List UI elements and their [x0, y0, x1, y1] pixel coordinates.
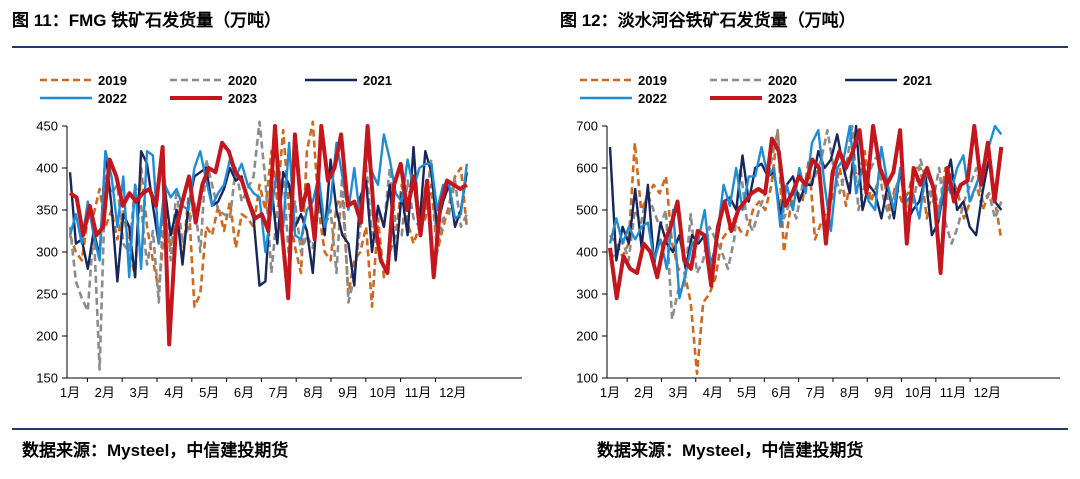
fmg-x-tick-label: 3月	[129, 385, 149, 400]
fmg-legend-label-2021: 2021	[363, 73, 392, 88]
vale-x-tick-label: 2月	[634, 385, 654, 400]
right-source-note: 数据来源：Mysteel，中信建投期货	[597, 441, 864, 460]
top-rule	[12, 46, 1068, 48]
fmg-y-tick-label: 300	[36, 245, 58, 260]
left-figure-title: 图 11：FMG 铁矿石发货量（万吨）	[12, 11, 282, 30]
fmg-x-tick-label: 8月	[303, 385, 323, 400]
vale-x-tick-label: 9月	[874, 385, 894, 400]
vale-legend-label-2020: 2020	[768, 73, 797, 88]
fmg-x-tick-label: 11月	[405, 385, 432, 400]
vale-y-tick-label: 600	[576, 161, 598, 176]
fmg-legend-label-2023: 2023	[228, 91, 257, 106]
fmg-x-tick-label: 7月	[269, 385, 289, 400]
fmg-y-tick-label: 450	[36, 119, 58, 134]
vale-y-tick-label: 200	[576, 329, 598, 344]
vale-x-tick-label: 11月	[940, 385, 967, 400]
vale-y-tick-label: 100	[576, 371, 598, 386]
vale-x-tick-label: 7月	[806, 385, 826, 400]
vale-y-tick-label: 300	[576, 287, 598, 302]
fmg-x-tick-label: 10月	[369, 385, 396, 400]
vale-legend-label-2022: 2022	[638, 91, 667, 106]
vale-series-2023	[608, 124, 1004, 301]
vale-x-tick-label: 3月	[668, 385, 688, 400]
vale-x-tick-label: 12月	[974, 385, 1001, 400]
vale-y-tick-label: 400	[576, 245, 598, 260]
vale-x-tick-label: 5月	[737, 385, 757, 400]
fmg-y-tick-label: 350	[36, 203, 58, 218]
fmg-y-tick-label: 200	[36, 329, 58, 344]
fmg-x-tick-label: 1月	[60, 385, 80, 400]
vale-shipment-chart: 100 200 300 400 500 600 700 1月 2月 3月 4月 5月 6月 7月 8月 9月 1…	[576, 73, 1060, 400]
vale-x-tick-label: 8月	[840, 385, 860, 400]
vale-x-tick-label: 6月	[771, 385, 791, 400]
fmg-x-tick-label: 5月	[199, 385, 219, 400]
fmg-legend-label-2022: 2022	[98, 91, 127, 106]
vale-series-2020	[608, 124, 1003, 321]
vale-legend-label-2019: 2019	[638, 73, 667, 88]
fmg-y-tick-label: 400	[36, 161, 58, 176]
vale-x-tick-label: 1月	[600, 385, 620, 400]
fmg-legend-label-2020: 2020	[228, 73, 257, 88]
right-figure-title: 图 12：淡水河谷铁矿石发货量（万吨）	[560, 11, 856, 30]
fmg-x-tick-label: 9月	[338, 385, 358, 400]
fmg-x-tick-label: 6月	[234, 385, 254, 400]
fmg-y-tick-label: 150	[36, 371, 58, 386]
fmg-x-tick-label: 2月	[95, 385, 115, 400]
fmg-shipment-chart: 150 200 250 300 350 400 450 1月 2月 3月 4月 5月 6月 7月 8月 9月 1…	[36, 73, 522, 400]
fmg-y-tick-label: 250	[36, 287, 58, 302]
fmg-legend-label-2019: 2019	[98, 73, 127, 88]
left-source-note: 数据来源：Mysteel，中信建投期货	[22, 441, 289, 460]
fmg-x-tick-label: 4月	[164, 385, 184, 400]
vale-x-tick-label: 10月	[905, 385, 932, 400]
vale-legend-label-2021: 2021	[903, 73, 932, 88]
vale-y-tick-label: 700	[576, 119, 598, 134]
fmg-series-2023	[68, 124, 468, 347]
vale-x-tick-label: 4月	[703, 385, 723, 400]
vale-legend-label-2023: 2023	[768, 91, 797, 106]
bottom-rule	[12, 428, 1068, 430]
fmg-x-tick-label: 12月	[439, 385, 466, 400]
vale-y-tick-label: 500	[576, 203, 598, 218]
